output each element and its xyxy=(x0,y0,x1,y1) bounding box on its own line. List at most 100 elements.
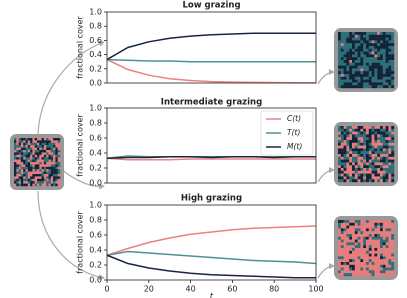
lattice-cell xyxy=(388,225,392,229)
lattice-cell xyxy=(368,79,372,83)
lattice-cell xyxy=(343,126,347,129)
lattice-cell xyxy=(340,231,344,235)
lattice-cell xyxy=(371,68,375,72)
lattice-cell xyxy=(385,225,389,229)
lattice-cell xyxy=(391,228,395,232)
series-line xyxy=(106,58,317,84)
lattice-cell xyxy=(382,65,386,69)
lattice-cell xyxy=(48,183,51,187)
lattice-cell xyxy=(360,154,364,157)
lattice-cell xyxy=(368,62,372,66)
lattice-cell xyxy=(388,37,392,41)
lattice-cell xyxy=(385,262,389,265)
lattice-cell xyxy=(374,71,378,75)
lattice-cell xyxy=(16,159,19,163)
lattice-cell xyxy=(338,60,341,63)
lattice-cell xyxy=(27,169,31,172)
lattice-cell xyxy=(380,54,383,58)
lattice-cell xyxy=(340,156,344,160)
lattice-cell xyxy=(382,54,386,58)
lattice-cell xyxy=(41,145,45,148)
lattice-cell xyxy=(377,74,381,77)
lattice-cell xyxy=(360,62,364,66)
lattice-cell xyxy=(363,154,367,157)
legend-label: M(t) xyxy=(287,142,302,151)
lattice-cell xyxy=(380,79,383,83)
lattice-cell xyxy=(368,34,372,38)
lattice-cell xyxy=(340,145,344,149)
lattice-cell xyxy=(39,140,42,143)
y-tick-label: 0.8 xyxy=(89,22,102,31)
lattice-cell xyxy=(338,148,341,152)
lattice-cell xyxy=(48,178,51,182)
lattice-cell xyxy=(39,166,42,170)
lattice-cell xyxy=(53,183,56,187)
lattice-cell xyxy=(352,54,355,58)
lattice-cell xyxy=(391,85,395,89)
lattice-cell xyxy=(385,54,389,58)
lattice-cell xyxy=(43,154,47,158)
lattice-cell xyxy=(391,253,395,257)
lattice-cell xyxy=(14,138,17,141)
lattice-cell xyxy=(377,273,381,277)
lattice-cell xyxy=(366,62,369,66)
lattice-cell xyxy=(366,57,369,61)
lattice-cell xyxy=(338,65,341,69)
lattice-cell xyxy=(385,60,389,63)
lattice-cell xyxy=(50,150,54,153)
lattice-cell xyxy=(352,126,355,129)
lattice-cell xyxy=(388,154,392,157)
lattice-cell xyxy=(340,54,344,58)
lattice-cell xyxy=(388,82,392,86)
lattice-cell xyxy=(377,264,381,268)
lattice-cell xyxy=(14,181,17,184)
lattice-cell xyxy=(346,57,350,61)
lattice-cell xyxy=(385,222,389,226)
lattice-cell xyxy=(382,37,386,41)
lattice-cell xyxy=(360,170,364,174)
lattice-cell xyxy=(371,126,375,129)
lattice-cell xyxy=(371,165,375,169)
y-tick-label: 0.6 xyxy=(89,36,102,45)
lattice-cell xyxy=(368,228,372,232)
lattice-cell xyxy=(368,270,372,274)
lattice-cell xyxy=(357,176,361,180)
lattice-cell xyxy=(357,256,361,260)
lattice-cell xyxy=(385,248,389,251)
lattice-cell xyxy=(385,76,389,80)
lattice-cell xyxy=(340,85,344,89)
lattice-cell xyxy=(371,57,375,61)
lattice-cell xyxy=(39,176,42,179)
lattice-cell xyxy=(380,71,383,75)
lattice-cell xyxy=(380,264,383,268)
lattice-cell xyxy=(385,137,389,141)
lattice-cell xyxy=(363,128,367,132)
lattice-cell xyxy=(374,179,378,183)
lattice-cell xyxy=(382,179,386,183)
lattice-cell xyxy=(377,262,381,265)
lattice-cell xyxy=(382,165,386,169)
lattice-cell xyxy=(385,34,389,38)
lattice-cell xyxy=(46,171,49,175)
lattice-cell xyxy=(14,147,17,151)
lattice-cell xyxy=(39,178,42,182)
lattice-cell xyxy=(368,239,372,243)
lattice-cell xyxy=(20,152,24,155)
lattice-cell xyxy=(43,176,47,179)
lattice-cell xyxy=(371,253,375,257)
lattice-cell xyxy=(352,253,355,257)
chart-title: Low grazing xyxy=(182,1,240,11)
lattice-cell xyxy=(357,170,361,174)
lattice-cell xyxy=(385,270,389,274)
lattice-cell xyxy=(340,62,344,66)
lattice-cell xyxy=(385,165,389,169)
lattice-cell xyxy=(371,239,375,243)
lattice-cell xyxy=(374,176,378,180)
lattice-cell xyxy=(360,60,364,63)
lattice-cell xyxy=(50,164,54,167)
x-tick-label: 80 xyxy=(269,285,279,294)
lattice-cell xyxy=(388,145,392,149)
lattice-cell xyxy=(20,164,24,167)
lattice-cell xyxy=(20,166,24,170)
lattice-cell xyxy=(363,48,367,52)
